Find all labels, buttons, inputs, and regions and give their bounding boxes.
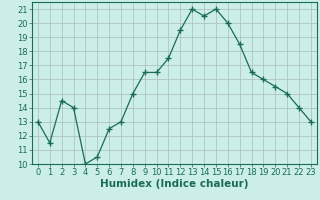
X-axis label: Humidex (Indice chaleur): Humidex (Indice chaleur) <box>100 179 249 189</box>
